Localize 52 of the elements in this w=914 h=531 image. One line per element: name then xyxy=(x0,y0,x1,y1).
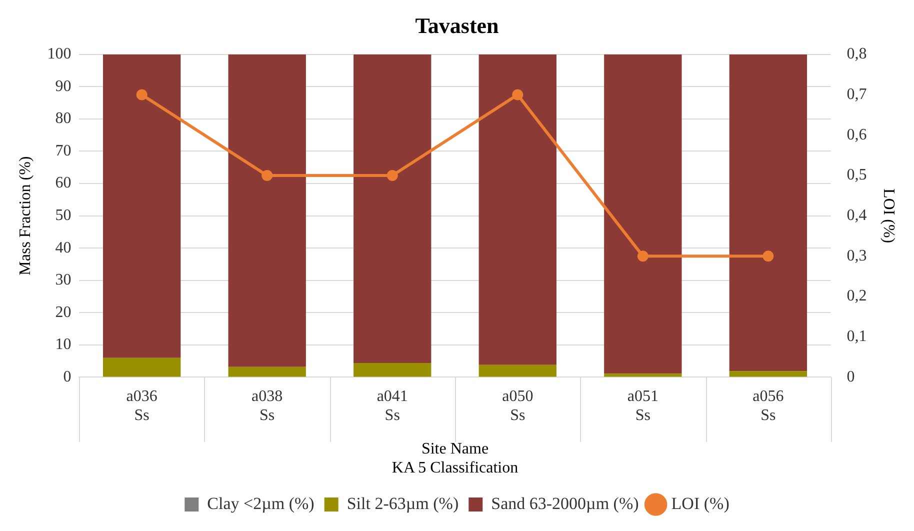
point xyxy=(637,250,648,262)
bar xyxy=(604,374,682,377)
x-tick-label: a050 Ss xyxy=(502,388,534,424)
point xyxy=(762,250,774,262)
point xyxy=(136,89,148,100)
legend-label: Clay <2µm (%) xyxy=(207,494,314,513)
point xyxy=(262,170,273,181)
y2-tick-label: 0,8 xyxy=(846,46,867,63)
point xyxy=(386,170,398,181)
chart-title: Tavasten xyxy=(415,12,499,38)
y2-axis-title: LOI (%) xyxy=(880,188,898,244)
y-tick-label: 40 xyxy=(55,239,72,256)
x-tick-label: a038 Ss xyxy=(252,388,283,424)
y-tick-label: 80 xyxy=(55,110,72,128)
y-tick-label: 60 xyxy=(55,174,72,192)
y2-tick-label: 0,3 xyxy=(846,247,867,264)
bar xyxy=(604,54,682,374)
y2-tick-label: 0,7 xyxy=(846,86,867,103)
y-tick-label: 20 xyxy=(55,304,72,321)
bar xyxy=(103,54,181,358)
x-tick-label: a036 Ss xyxy=(126,388,158,424)
y2-tick-label: 0,1 xyxy=(846,328,867,346)
bar xyxy=(354,362,432,377)
point xyxy=(512,89,524,100)
bar xyxy=(228,366,306,377)
y-tick-label: 30 xyxy=(55,272,72,289)
bar xyxy=(354,54,432,363)
legend-label: LOI (%) xyxy=(671,494,730,513)
y2-tick-label: 0 xyxy=(846,368,855,386)
x-tick-label: a056 Ss xyxy=(752,388,784,424)
y-tick-label: 70 xyxy=(55,142,72,160)
y-tick-label: 10 xyxy=(55,336,72,354)
y-tick-label: 0 xyxy=(63,368,72,386)
y-tick-label: 50 xyxy=(55,207,72,224)
bar xyxy=(103,358,181,377)
x-tick-label: a041 Ss xyxy=(376,388,408,424)
y2-tick-label: 0,2 xyxy=(846,288,867,305)
bar xyxy=(478,364,556,377)
y-axis-title: Mass Fraction (%) xyxy=(16,156,34,276)
y2-tick-label: 0,4 xyxy=(846,207,867,224)
x-tick-label: a051 Ss xyxy=(627,388,658,424)
y-tick-label: 90 xyxy=(55,78,72,95)
y-tick-label: 100 xyxy=(47,46,72,63)
x-axis-title: Site Name KA 5 Classification xyxy=(392,440,518,477)
y2-tick-label: 0,6 xyxy=(846,126,867,144)
y2-tick-label: 0,5 xyxy=(846,166,867,184)
legend-label: Silt 2-63µm (%) xyxy=(346,494,459,513)
bar xyxy=(729,54,807,372)
bar xyxy=(228,54,306,367)
bar xyxy=(478,54,556,365)
bar xyxy=(729,371,807,377)
legend-label: Sand 63-2000µm (%) xyxy=(491,494,639,513)
